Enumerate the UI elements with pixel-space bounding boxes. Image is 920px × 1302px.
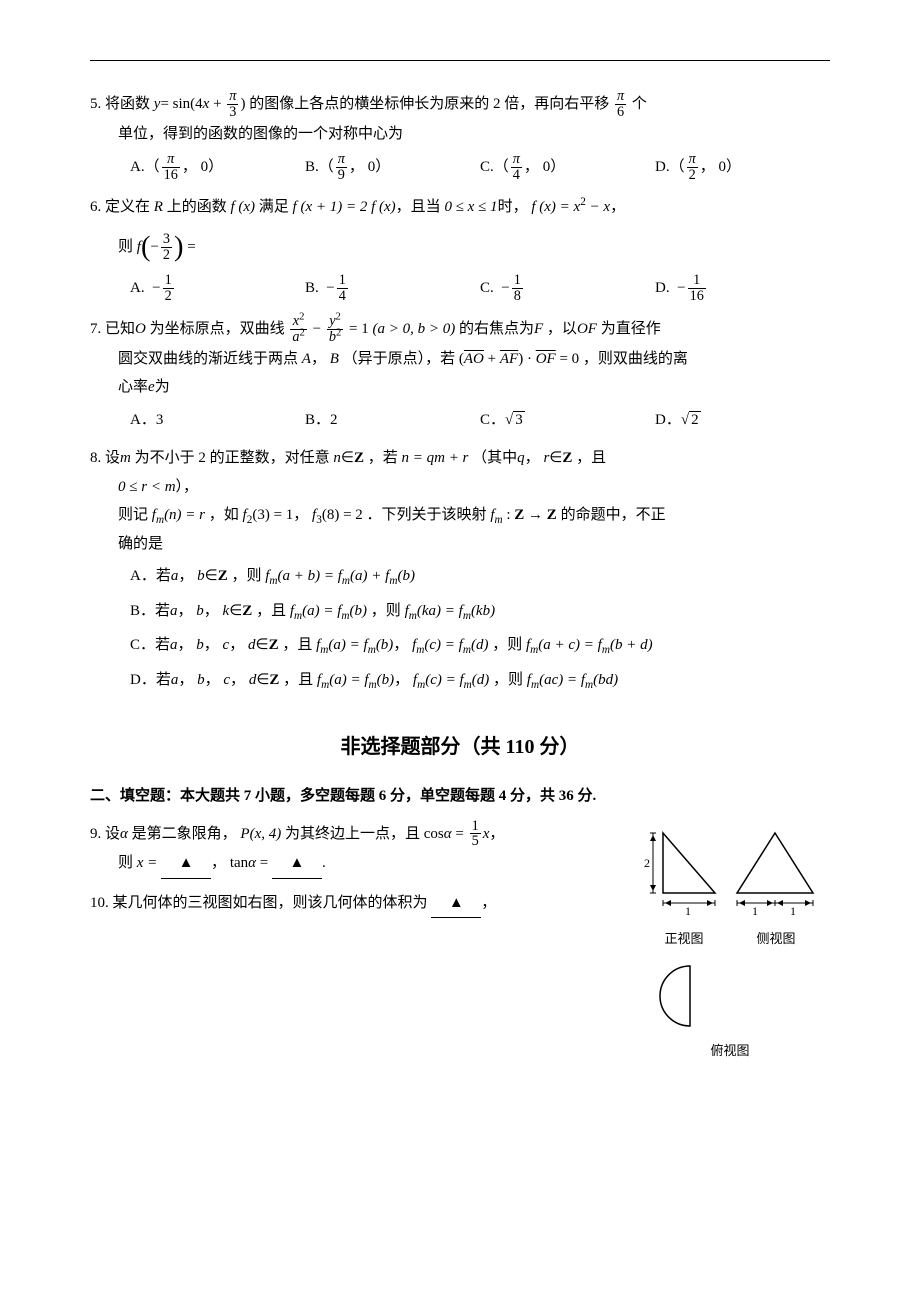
top-view-svg	[635, 958, 825, 1030]
q8-opt-b: B．若a， b， k∈Z ，且 fm(a) = fm(b) ，则 fm(ka) …	[130, 597, 830, 626]
front-side-views-svg: 2 1	[635, 823, 825, 919]
q7-opt-a: A．3	[130, 406, 305, 435]
q5-func: y= sin(4x + π3)	[154, 96, 249, 112]
front-view-icon: 2 1	[644, 833, 715, 918]
q6-opt-a: A. −12	[130, 273, 305, 304]
q7-opt-d: D．2	[655, 406, 830, 435]
dim-1b-label: 1	[752, 904, 758, 918]
question-7: 7. 已知O 为坐标原点，双曲线 x2a2 − y2b2 = 1 (a > 0,…	[90, 314, 830, 434]
q5-two: 2	[493, 96, 501, 112]
q5-line2: 单位，得到的函数的图像的一个对称中心为	[90, 120, 830, 149]
q7-stem: 7. 已知O 为坐标原点，双曲线 x2a2 − y2b2 = 1 (a > 0,…	[90, 314, 830, 345]
q6-opt-b: B. −14	[305, 273, 480, 304]
q6-options: A. −12 B. −14 C. −18 D. −116	[90, 273, 830, 304]
q8-range: 0 ≤ r < m），	[90, 473, 830, 502]
q5-opt-d: D.（π2， 0）	[655, 152, 830, 183]
q6-opt-c: C. −18	[480, 273, 655, 304]
question-8: 8. 设m 为不小于 2 的正整数，对任意 n∈Z ，若 n = qm + r …	[90, 444, 830, 700]
top-view-label: 俯视图	[630, 1039, 830, 1064]
q10-num: 10.	[90, 895, 109, 911]
side-view-label: 侧视图	[756, 927, 795, 952]
q7-line2: 圆交双曲线的渐近线于两点 A， B （异于原点），若 (AO + AF) · O…	[90, 345, 830, 374]
q7-num: 7.	[90, 321, 101, 337]
q6-line2: 则 f(−32) =	[90, 232, 830, 263]
blank-vol: ▲	[431, 889, 481, 919]
three-view-figure: 2 1	[630, 819, 830, 1064]
q9-q10-text: 9. 设α 是第二象限角， P(x, 4) 为其终边上一点，且 cosα = 1…	[90, 819, 630, 929]
q5-num: 5.	[90, 96, 101, 112]
q8-line2: 则记 fm(n) = r ，如 f2(3) = 1， f3(8) = 2 ．下列…	[90, 501, 830, 530]
q5-stem: 5. 将函数 y= sin(4x + π3) 的图像上各点的横坐标伸长为原来的 …	[90, 89, 830, 120]
q9-q10-row: 9. 设α 是第二象限角， P(x, 4) 为其终边上一点，且 cosα = 1…	[90, 819, 830, 1064]
view-labels-row1: 正视图 侧视图	[630, 927, 830, 952]
q5-pi6: π6	[613, 89, 628, 120]
q9-stem: 9. 设α 是第二象限角， P(x, 4) 为其终边上一点，且 cosα = 1…	[90, 819, 630, 850]
blank-tan: ▲	[272, 849, 322, 879]
q8-opt-d: D．若a， b， c， d∈Z ，且 fm(a) = fm(b)， fm(c) …	[130, 666, 830, 695]
q7-options: A．3 B．2 C．3 D．2	[90, 406, 830, 435]
top-rule	[90, 60, 830, 61]
q5-opt-b: B.（π9， 0）	[305, 152, 480, 183]
q10-stem: 10. 某几何体的三视图如右图，则该几何体的体积为 ▲，	[90, 889, 630, 919]
side-view-icon: 1 1	[737, 833, 813, 918]
q8-opt-c: C．若a， b， c， d∈Z ，且 fm(a) = fm(b)， fm(c) …	[130, 631, 830, 660]
q8-num: 8.	[90, 450, 101, 466]
question-6: 6. 定义在 R 上的函数 f (x) 满足 f (x + 1) = 2 f (…	[90, 193, 830, 303]
exam-page: 5. 将函数 y= sin(4x + π3) 的图像上各点的横坐标伸长为原来的 …	[0, 0, 920, 1103]
q9-num: 9.	[90, 825, 101, 841]
q8-stem: 8. 设m 为不小于 2 的正整数，对任意 n∈Z ，若 n = qm + r …	[90, 444, 830, 473]
q6-stem: 6. 定义在 R 上的函数 f (x) 满足 f (x + 1) = 2 f (…	[90, 193, 830, 222]
dim-2-label: 2	[644, 856, 650, 870]
section-2-title: 非选择题部分（共 110 分）	[90, 728, 830, 766]
q5-t2: 的图像上各点的横坐标伸长为原来的	[249, 96, 489, 112]
question-5: 5. 将函数 y= sin(4x + π3) 的图像上各点的横坐标伸长为原来的 …	[90, 89, 830, 183]
q6-opt-d: D. −116	[655, 273, 830, 304]
blank-x: ▲	[161, 849, 211, 879]
section-2-subhead: 二、填空题：本大题共 7 小题，多空题每题 6 分，单空题每题 4 分，共 36…	[90, 782, 830, 811]
q7-opt-c: C．3	[480, 406, 655, 435]
q5-t4: 个	[632, 96, 647, 112]
q8-options: A．若a， b∈Z ，则 fm(a + b) = fm(a) + fm(b) B…	[90, 562, 830, 700]
q5-t3: 倍，再向右平移	[504, 96, 609, 112]
q5-options: A.（π16， 0） B.（π9， 0） C.（π4， 0） D.（π2， 0）	[90, 152, 830, 183]
q5-opt-c: C.（π4， 0）	[480, 152, 655, 183]
q7-opt-b: B．2	[305, 406, 480, 435]
q8-line3: 确的是	[90, 530, 830, 559]
front-view-label: 正视图	[664, 927, 703, 952]
q7-line3: 心率e为	[90, 373, 830, 402]
question-10: 10. 某几何体的三视图如右图，则该几何体的体积为 ▲，	[90, 889, 630, 919]
top-view-icon	[660, 966, 690, 1026]
question-9: 9. 设α 是第二象限角， P(x, 4) 为其终边上一点，且 cosα = 1…	[90, 819, 630, 879]
q8-opt-a: A．若a， b∈Z ，则 fm(a + b) = fm(a) + fm(b)	[130, 562, 830, 591]
q5-opt-a: A.（π16， 0）	[130, 152, 305, 183]
q9-line2: 则 x = ▲， tanα = ▲.	[90, 849, 630, 879]
q6-num: 6.	[90, 199, 101, 215]
dim-1c-label: 1	[790, 904, 796, 918]
q5-t1: 将函数	[105, 96, 150, 112]
dim-1a-label: 1	[685, 904, 691, 918]
